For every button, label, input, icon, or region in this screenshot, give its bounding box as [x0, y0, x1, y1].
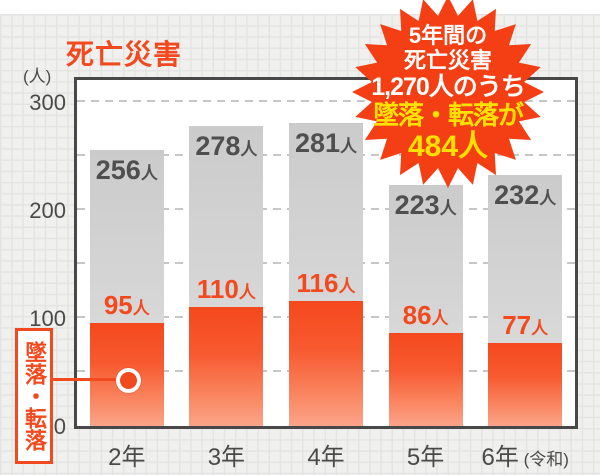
x-tick-3年: 3年 [207, 444, 246, 471]
highlight-badge: 5年間の 死亡災害 1,270人のうち 墜落・転落が 484人 [352, 0, 544, 188]
subset-value-label: 86人 [402, 300, 449, 331]
badge-line-2: 死亡災害 [403, 48, 492, 73]
subset-legend-label: 墜落・転落 [22, 341, 47, 451]
subset-legend-box: 墜落・転落 [15, 328, 53, 464]
y-tick-100: 100 [29, 306, 66, 331]
badge-line-1: 5年間の [408, 23, 488, 48]
y-tick-0: 0 [53, 414, 66, 439]
unit-suffix: 人 [539, 189, 557, 209]
y-tick-200: 200 [29, 198, 66, 223]
legend-connector-dot-icon [116, 368, 141, 393]
bar-subset-segment [189, 307, 264, 426]
y-tick-300: 300 [29, 90, 66, 115]
unit-suffix: 人 [132, 299, 150, 319]
badge-line-3: 1,270人のうち [371, 73, 526, 101]
subset-value-label: 77人 [502, 309, 549, 340]
unit-suffix: 人 [439, 199, 457, 219]
unit-suffix: 人 [531, 318, 549, 338]
unit-suffix: 人 [340, 136, 358, 156]
unit-suffix: 人 [238, 283, 256, 303]
bar-subset-segment [289, 300, 363, 426]
y-axis-unit-label: (人) [23, 67, 52, 86]
badge-text: 5年間の 死亡災害 1,270人のうち 墜落・転落が 484人 [352, 0, 544, 188]
era-suffix-label: (令和) [518, 450, 569, 469]
bar-column-5年: 223人 86人 [388, 185, 463, 426]
bar-column-4年: 281人 116人 [289, 122, 363, 426]
subset-value-label: 116人 [296, 267, 356, 298]
badge-line-5: 484人 [407, 130, 489, 163]
gridline-300 [77, 100, 575, 102]
total-value-label: 223人 [394, 190, 457, 221]
subset-value-label: 95人 [103, 290, 150, 321]
chart-title: 死亡災害 [66, 39, 183, 70]
subset-value-label: 110人 [196, 274, 256, 305]
x-tick-5年: 5年 [406, 444, 445, 471]
bar-column-6年: 232人 77人 [488, 175, 563, 426]
badge-line-4: 墜落・転落が [372, 100, 524, 130]
total-value-label: 256人 [95, 154, 158, 185]
starburst-icon [352, 0, 544, 188]
unit-suffix: 人 [140, 163, 158, 183]
bar-subset-segment [488, 342, 563, 426]
legend-connector-line [51, 378, 128, 381]
bar-column-3年: 278人 110人 [189, 125, 264, 426]
bar-subset-segment [388, 333, 463, 426]
unit-suffix: 人 [338, 276, 356, 296]
plot-area: 256人 95人 278人 110人 281人 116人 223人 86人 232人 77人 [74, 77, 578, 429]
x-tick-2年: 2年 [108, 444, 146, 471]
x-tick-4年: 4年 [307, 444, 345, 471]
unit-suffix: 人 [431, 309, 449, 329]
x-tick-6年: 6年 (令和) [481, 444, 569, 471]
total-value-label: 232人 [494, 180, 557, 211]
total-value-label: 278人 [195, 130, 258, 161]
unit-suffix: 人 [240, 139, 258, 159]
total-value-label: 281人 [294, 127, 358, 158]
